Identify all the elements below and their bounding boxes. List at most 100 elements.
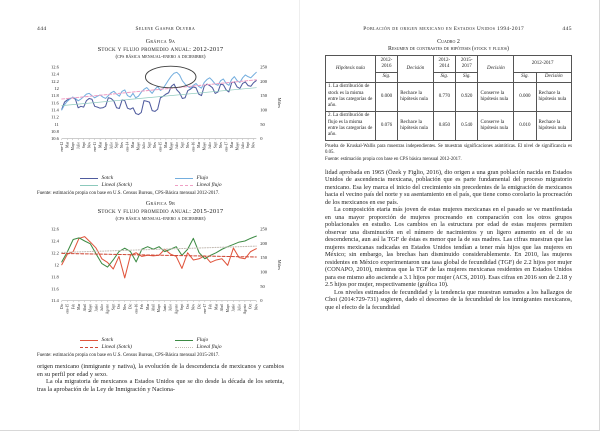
lineal-flujo-swatch — [174, 346, 193, 348]
sig-cell: 0.000 — [374, 81, 399, 112]
legend-item-lineal-stock: Lineal (Sotck) — [66, 344, 161, 350]
svg-text:Mar: Mar — [214, 303, 218, 310]
svg-text:Mar: Mar — [65, 141, 69, 148]
svg-text:ene-17: ene-17 — [224, 142, 228, 152]
svg-text:Miles: Miles — [276, 260, 281, 270]
paragraph: lidad aprobada en 1965 (Özek y Figlio, 2… — [325, 168, 572, 206]
svg-text:250: 250 — [260, 64, 268, 69]
svg-text:11.8: 11.8 — [51, 93, 59, 98]
svg-text:Junio: Junio — [162, 304, 166, 312]
flujo-line-swatch — [174, 177, 193, 179]
svg-text:Sept: Sept — [246, 142, 250, 148]
sig-cell: 0.850 — [432, 110, 457, 141]
legend-item-lineal-stock: Lineal (Sotck) — [66, 182, 161, 188]
svg-text:Mar: Mar — [98, 141, 102, 148]
subcol-decision: Decisión — [535, 71, 573, 83]
chart-9a-legend: Sotck Flujo Lineal (Sotck) Lineal flujo — [37, 175, 284, 188]
svg-text:12.4: 12.4 — [50, 238, 59, 243]
legend-item-lineal-flujo: Lineal flujo — [161, 182, 256, 188]
svg-text:200: 200 — [260, 79, 268, 84]
svg-text:Abril: Abril — [151, 304, 155, 312]
svg-text:Julio: Julio — [240, 142, 244, 149]
svg-text:Miles: Miles — [276, 98, 281, 108]
svg-text:10.6: 10.6 — [50, 136, 59, 141]
svg-text:11.6: 11.6 — [51, 100, 59, 105]
stock-line-swatch — [79, 177, 98, 179]
chart-9a-title: Stock y flujo promedio anual: 2012-2017 — [97, 46, 224, 53]
line-chart-9b: 12.6 12.4 12.2 12 11.8 11.6 11.4 250 200 150 100 50… — [50, 226, 281, 315]
chart-9b-legend: Sotck Flujo Lineal (Sotck) Lineal flujo — [37, 337, 284, 350]
svg-text:Nov: Nov — [218, 142, 222, 148]
sig-cell: 0.000 — [513, 81, 537, 112]
svg-text:12.2: 12.2 — [50, 79, 58, 84]
svg-text:Nov: Nov — [87, 142, 91, 148]
svg-text:Junio: Junio — [231, 304, 235, 312]
svg-text:ene-17: ene-17 — [202, 304, 206, 314]
svg-text:Agosto: Agosto — [105, 304, 109, 315]
svg-text:Nov: Nov — [185, 142, 189, 148]
paragraph: origen mexicano (inmigrante y nativa), l… — [37, 363, 284, 378]
table-row: 1. La distribución de stock es la misma … — [325, 81, 573, 112]
table-header-row: Hipótesis nula 2012-2016 Decisión 2012-2… — [325, 55, 572, 83]
svg-text:Sept: Sept — [180, 142, 184, 148]
chart-9b-source: Fuente: estimación propia con base en U.… — [37, 353, 220, 358]
lineal-stock-swatch — [79, 346, 98, 348]
left-body-text: origen mexicano (inmigrante y nativa), l… — [37, 363, 284, 393]
svg-text:Julio: Julio — [207, 142, 211, 149]
legend-item-lineal-flujo: Lineal flujo — [161, 344, 256, 350]
svg-text:11.4: 11.4 — [51, 108, 59, 113]
legend-item-flujo: Flujo — [161, 337, 256, 343]
svg-text:12.4: 12.4 — [50, 72, 59, 77]
svg-text:12.6: 12.6 — [50, 64, 59, 69]
paragraph: La composición etaria más joven de estas… — [325, 206, 572, 289]
svg-text:Julio: Julio — [237, 304, 241, 311]
svg-text:Nov: Nov — [251, 142, 255, 148]
svg-text:10.8: 10.8 — [50, 129, 59, 134]
svg-text:50: 50 — [260, 284, 265, 289]
svg-text:ene-15: ene-15 — [158, 142, 162, 152]
svg-text:Nov: Nov — [254, 304, 258, 310]
running-head-title: Población de origen mexicano en Estados … — [363, 26, 525, 32]
svg-text:Abril: Abril — [82, 304, 86, 312]
chart-9b-subtitle: (cps básica mensual-enero a diciembre) — [115, 216, 206, 222]
svg-text:Oct: Oct — [185, 304, 189, 309]
col-hypothesis: Hipótesis nula — [325, 55, 376, 83]
svg-text:ene-16: ene-16 — [134, 304, 138, 314]
table-subheader-row: Sig. Sig. Sig. Sig. Decisión — [326, 71, 573, 83]
col-period-2012-2014: 2012-2014 — [432, 55, 457, 73]
svg-text:Julio: Julio — [175, 142, 179, 149]
svg-text:Mar: Mar — [229, 141, 233, 148]
hypothesis-cell: 1. La distribución de stock es la misma … — [325, 81, 376, 112]
svg-text:Mayo: Mayo — [88, 304, 92, 313]
folio-left: 444 — [37, 26, 47, 32]
col-decision-1: Decisión — [397, 55, 434, 83]
svg-text:11.6: 11.6 — [51, 286, 59, 291]
svg-text:Junio: Junio — [94, 304, 98, 312]
running-head-left: 444 Selene Gaspar Olvera — [37, 26, 284, 32]
svg-text:Nov: Nov — [120, 142, 124, 148]
decision-cell: Rechace la hipótesis nula — [397, 110, 434, 141]
svg-text:11: 11 — [54, 122, 58, 127]
subcol-sig: Sig. — [432, 71, 457, 83]
svg-text:150: 150 — [260, 93, 268, 98]
svg-text:Dic: Dic — [197, 303, 201, 309]
svg-text:Mar: Mar — [164, 141, 168, 148]
running-head-author: Selene Gaspar Olvera — [135, 26, 196, 32]
svg-text:Agosto: Agosto — [243, 304, 247, 315]
svg-text:Mayo: Mayo — [235, 142, 239, 151]
page-left: 444 Selene Gaspar Olvera Gráfica 9a Stoc… — [37, 0, 300, 431]
svg-text:Sept: Sept — [147, 142, 151, 148]
svg-text:Mayo: Mayo — [103, 142, 107, 151]
legend-item-stock: Sotck — [66, 175, 161, 181]
chart-9a-source: Fuente: estimación propia con base en U.… — [37, 191, 220, 196]
svg-text:Mar: Mar — [196, 141, 200, 148]
svg-text:ene-12: ene-12 — [59, 142, 63, 152]
legend-item-flujo: Flujo — [161, 175, 256, 181]
svg-text:100: 100 — [260, 108, 268, 113]
lineal-stock-swatch — [79, 184, 98, 186]
decision-cell: Conserve la hipótesis nula — [477, 81, 515, 112]
col-period-2012-2016: 2012-2016 — [374, 55, 399, 73]
svg-text:Feb: Feb — [71, 304, 75, 310]
svg-text:0: 0 — [260, 136, 263, 141]
col-period-2015-2017: 2015-2017 — [455, 55, 479, 73]
